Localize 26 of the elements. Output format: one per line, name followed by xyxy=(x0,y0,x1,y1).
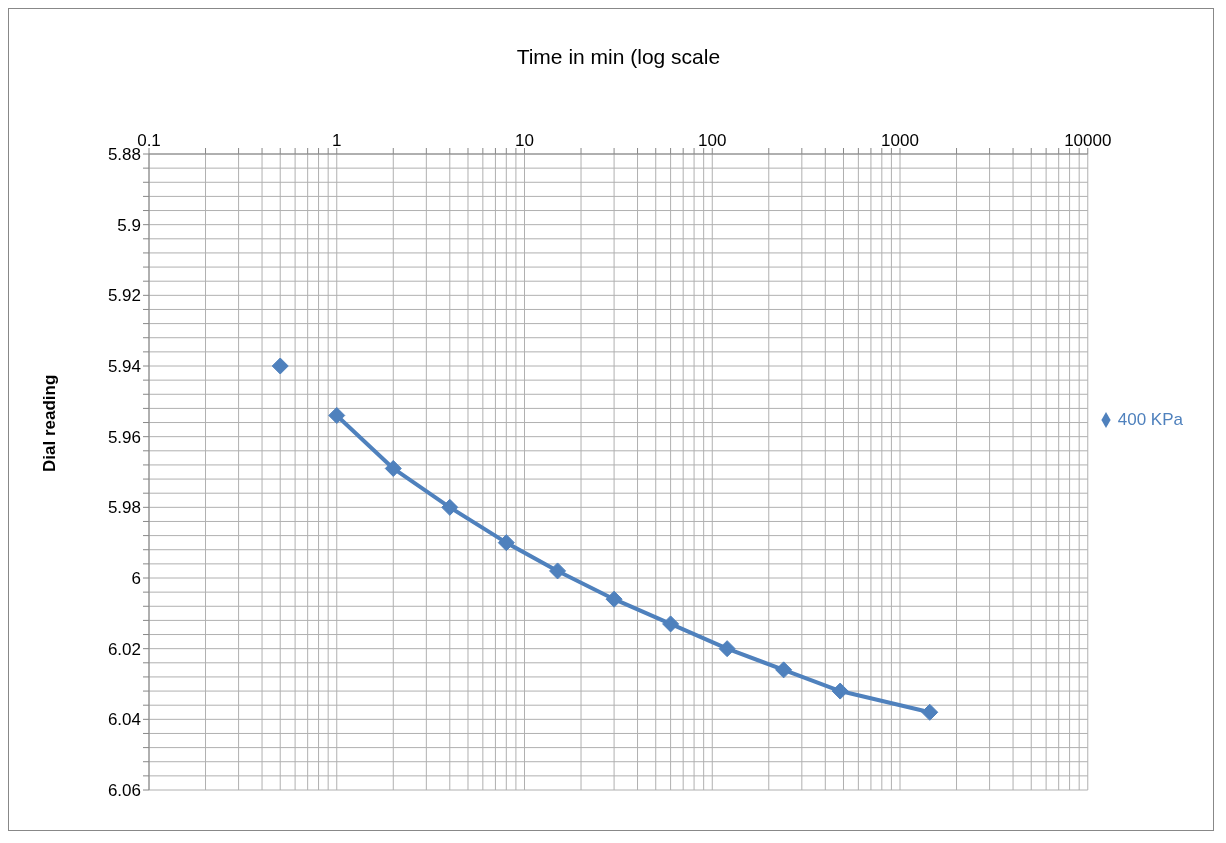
point xyxy=(497,534,515,552)
y-tick-label: 5.94 xyxy=(107,357,141,377)
y-tick-label: 6.02 xyxy=(107,639,141,659)
point xyxy=(384,459,402,477)
point xyxy=(662,615,680,633)
y-tick-label: 5.96 xyxy=(107,427,141,447)
y-tick-label: 5.9 xyxy=(117,215,141,235)
y-tick-label: 6.06 xyxy=(107,781,141,801)
x-axis-title: Time in min (log scale xyxy=(516,44,721,68)
y-tick-label: 5.98 xyxy=(107,498,141,518)
x-tick-label: 1 xyxy=(332,131,342,150)
legend-label: 400 KPa xyxy=(1117,409,1183,429)
point xyxy=(328,406,346,424)
y-tick-label: 6.04 xyxy=(107,710,141,730)
point xyxy=(831,682,849,700)
x-tick-label: 10000 xyxy=(1064,131,1112,150)
x-tick-label: 100 xyxy=(698,131,727,150)
y-tick-label: 5.88 xyxy=(107,145,141,165)
y-tick-label: 6 xyxy=(131,569,141,589)
point xyxy=(718,640,736,658)
x-tick-label: 1000 xyxy=(881,131,919,150)
x-tick-label: 10 xyxy=(515,131,534,150)
y-tick-label: 5.92 xyxy=(107,286,141,306)
y-axis-title: Dial reading xyxy=(40,374,60,472)
point xyxy=(441,498,459,516)
point xyxy=(775,661,793,679)
